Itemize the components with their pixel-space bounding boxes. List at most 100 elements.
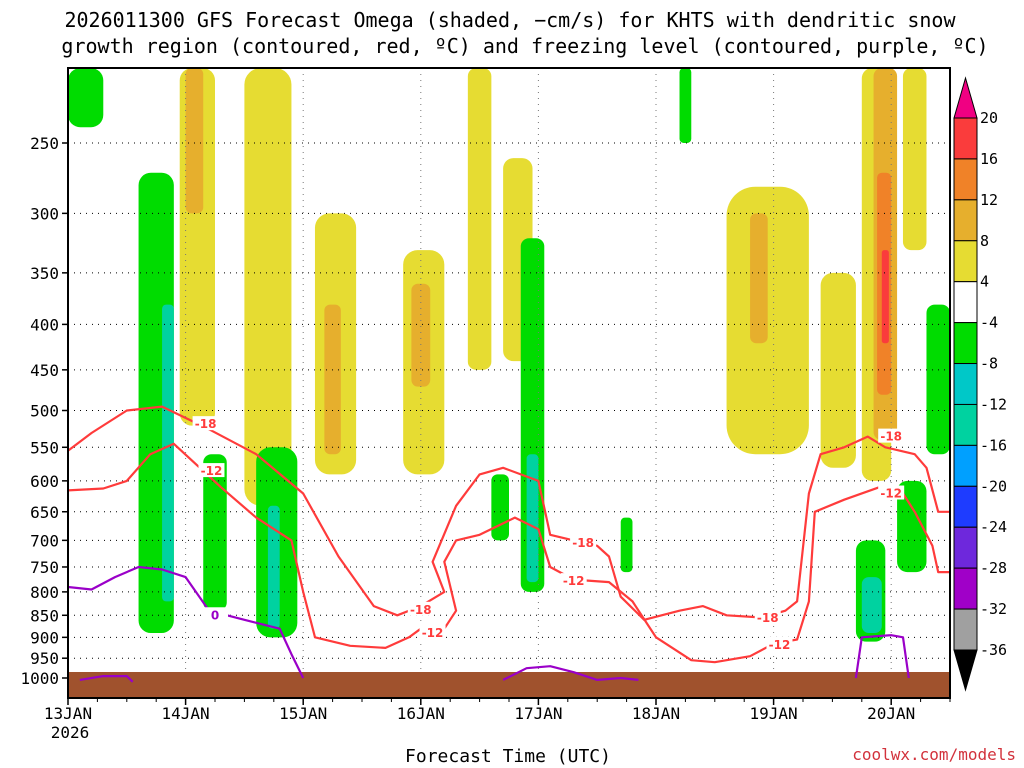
omega-region-15	[881, 250, 889, 344]
contours	[68, 405, 950, 683]
omega-region-7	[467, 68, 492, 370]
x-tick-label-19JAN: 19JAN	[750, 704, 798, 723]
contour--12	[68, 442, 950, 664]
colorbar-box-1	[953, 158, 978, 201]
x-tick-label-15JAN: 15JAN	[279, 704, 327, 723]
colorbar: 20 16 12 8 4 -4 -8 -12 -16 -20 -24 -28 -32 -36	[953, 76, 1007, 692]
y-tick-label-600: 600	[30, 472, 59, 491]
colorbar-label-12: -32	[980, 600, 1007, 618]
omega-region-27	[679, 68, 692, 143]
colorbar-box-7	[953, 403, 978, 446]
omega-region-30	[897, 480, 927, 573]
y-tick-label-800: 800	[30, 583, 59, 602]
credit-text: coolwx.com/models	[852, 745, 1016, 764]
colorbar-box-2	[953, 199, 978, 242]
y-tick-label-950: 950	[30, 649, 59, 668]
omega-shading	[68, 68, 950, 642]
colorbar-box-9	[953, 485, 978, 528]
y-tick-label-550: 550	[30, 438, 59, 457]
omega-region-25	[526, 454, 539, 583]
y-tick-label-700: 700	[30, 531, 59, 550]
omega-region-17	[68, 68, 104, 128]
contour-label-bg-2	[407, 601, 434, 616]
y-tick-label-450: 450	[30, 361, 59, 380]
x-tick-label-20JAN: 20JAN	[867, 704, 915, 723]
contour-label-bg-4	[570, 535, 597, 550]
contour-label-0: -18	[195, 417, 217, 431]
contour-0	[68, 565, 305, 679]
y-tick-label-250: 250	[30, 134, 59, 153]
omega-region-1	[185, 68, 204, 214]
contour-label-bg-10	[202, 607, 228, 622]
colorbar-box-6	[953, 363, 978, 405]
colorbar-label-5: -4	[980, 314, 998, 332]
colorbar-box-12	[953, 608, 978, 651]
colorbar-label-1: 16	[980, 150, 998, 168]
omega-region-26	[620, 517, 633, 573]
colorbar-label-2: 12	[980, 191, 998, 209]
colorbar-box-8	[953, 444, 978, 487]
contour-label-bg-6	[754, 609, 781, 624]
contour-label-bg-8	[878, 428, 905, 443]
y-tick-label-500: 500	[30, 402, 59, 421]
contour-0c	[79, 675, 134, 683]
contour-label-9: -12	[880, 487, 902, 501]
contour-label-bg-3	[419, 625, 446, 640]
contour-label-bg-9	[878, 485, 905, 500]
contour-label-bg-0	[192, 416, 219, 431]
x-tick-label-14JAN: 14JAN	[162, 704, 210, 723]
contour-label-1: -12	[201, 464, 223, 478]
omega-region-10	[750, 213, 768, 344]
contour-label-7: -12	[769, 638, 791, 652]
colorbar-label-3: 8	[980, 232, 989, 250]
contour-label-8: -18	[880, 430, 902, 444]
omega-region-16	[902, 68, 927, 251]
colorbar-label-4: 4	[980, 273, 989, 291]
y-tick-label-1000: 1000	[20, 669, 59, 688]
contour-label-bg-7	[766, 636, 793, 651]
colorbar-label-13: -36	[980, 641, 1007, 659]
omega-region-22	[267, 505, 280, 629]
y-tick-label-400: 400	[30, 315, 59, 334]
contour-label-bg-1	[198, 463, 225, 478]
colorbar-box-5	[953, 322, 978, 365]
omega-region-11	[820, 272, 856, 468]
colorbar-box-0	[953, 117, 978, 160]
chart-title-line2: growth region (contoured, red, ºC) and f…	[61, 34, 988, 58]
y-tick-label-900: 900	[30, 628, 59, 647]
y-axis: 250 300 350 400 450 500 550 600 650 700 750 800 850 9…	[20, 134, 68, 688]
omega-region-23	[491, 474, 509, 541]
colorbar-label-6: -8	[980, 355, 998, 373]
colorbar-label-10: -24	[980, 518, 1007, 536]
colorbar-bottom-triangle	[953, 649, 978, 692]
colorbar-label-11: -28	[980, 559, 1007, 577]
x-axis-label: Forecast Time (UTC)	[405, 746, 611, 767]
omega-region-29	[861, 577, 882, 634]
colorbar-label-9: -20	[980, 477, 1007, 495]
colorbar-label-8: -16	[980, 436, 1007, 454]
y-tick-label-850: 850	[30, 606, 59, 625]
contour-0b	[854, 634, 910, 679]
colorbar-top-triangle	[953, 76, 978, 119]
omega-region-6	[411, 283, 431, 387]
y-tick-label-300: 300	[30, 204, 59, 223]
contour-label-5: -12	[563, 574, 585, 588]
x-tick-label-18JAN: 18JAN	[632, 704, 680, 723]
y-tick-label-750: 750	[30, 558, 59, 577]
colorbar-label-0: 20	[980, 109, 998, 127]
omega-region-20	[203, 454, 227, 611]
y-tick-label-650: 650	[30, 503, 59, 522]
x-axis: 13JAN 14JAN 15JAN 16JAN 17JAN 18JAN 19JAN 20JAN	[44, 698, 951, 723]
colorbar-box-10	[953, 526, 978, 569]
contour-label-2: -18	[410, 603, 432, 617]
contour-0d	[502, 665, 639, 681]
chart-title-line1: 2026011300 GFS Forecast Omega (shaded, −…	[64, 8, 956, 32]
omega-region-31	[926, 304, 950, 455]
y-tick-label-350: 350	[30, 264, 59, 283]
x-start-year: 2026	[51, 723, 90, 742]
colorbar-box-4	[953, 281, 978, 324]
contour-label-6: -18	[757, 611, 779, 625]
colorbar-box-3	[953, 240, 978, 283]
contour-label-bg-5	[560, 573, 587, 588]
